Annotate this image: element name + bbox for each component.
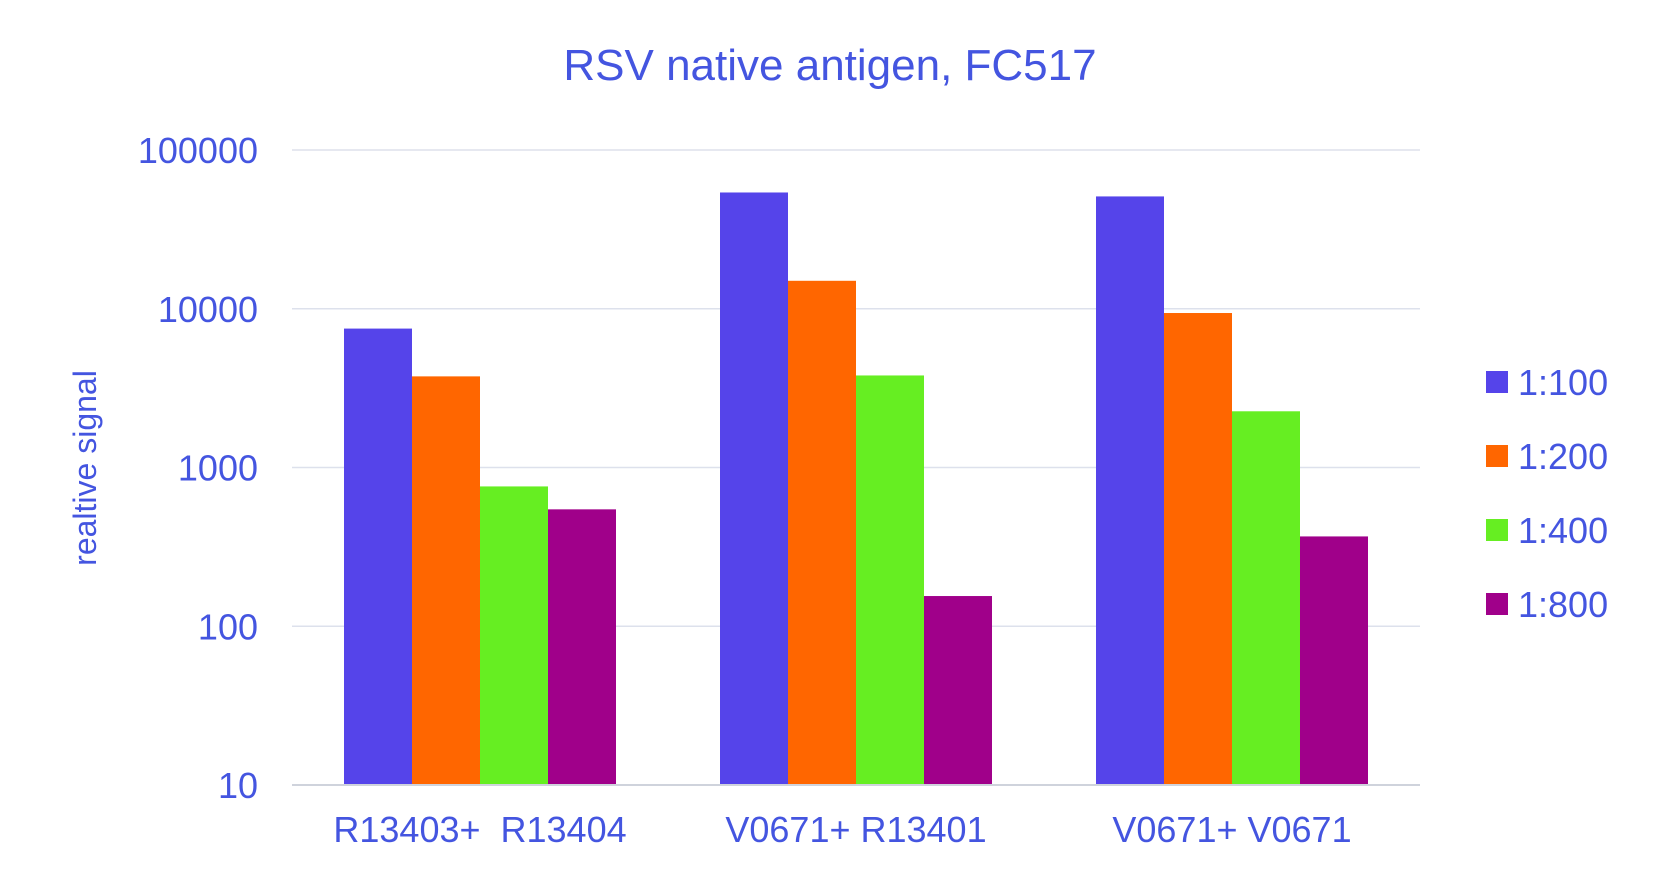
y-tick-labels: 10 100 1000 10000 100000 — [138, 130, 258, 806]
legend-label: 1:400 — [1518, 510, 1608, 551]
bar-1-200-0 — [412, 376, 480, 785]
bar-1-400-2 — [1232, 411, 1300, 785]
bar-1-800-2 — [1300, 536, 1368, 785]
bar-1-400-0 — [480, 486, 548, 785]
bars — [344, 192, 1368, 786]
y-axis-label: realtive signal — [67, 370, 103, 566]
legend: 1:100 1:200 1:400 1:800 — [1486, 362, 1608, 625]
legend-swatch — [1486, 519, 1508, 541]
y-tick-label: 100000 — [138, 130, 258, 171]
x-tick-label: R13403+ R13404 — [333, 809, 626, 850]
legend-swatch — [1486, 371, 1508, 393]
bar-1-400-1 — [856, 375, 924, 785]
y-tick-label: 1000 — [178, 448, 258, 489]
legend-label: 1:800 — [1518, 584, 1608, 625]
bar-1-100-1 — [720, 192, 788, 786]
bar-1-200-2 — [1164, 313, 1232, 785]
y-tick-label: 10000 — [158, 289, 258, 330]
legend-swatch — [1486, 593, 1508, 615]
bar-1-100-2 — [1096, 196, 1164, 786]
chart-title: RSV native antigen, FC517 — [563, 41, 1096, 90]
legend-label: 1:100 — [1518, 362, 1608, 403]
y-tick-label: 10 — [218, 765, 258, 806]
bar-1-100-0 — [344, 328, 412, 785]
bar-1-200-1 — [788, 280, 856, 785]
y-tick-label: 100 — [198, 606, 258, 647]
legend-swatch — [1486, 445, 1508, 467]
x-tick-labels: R13403+ R13404 V0671+ R13401 V0671+ V0671 — [333, 809, 1351, 850]
x-tick-label: V0671+ V0671 — [1112, 809, 1351, 850]
legend-label: 1:200 — [1518, 436, 1608, 477]
bar-1-800-1 — [924, 596, 992, 785]
x-tick-label: V0671+ R13401 — [725, 809, 986, 850]
bar-1-800-0 — [548, 509, 616, 785]
